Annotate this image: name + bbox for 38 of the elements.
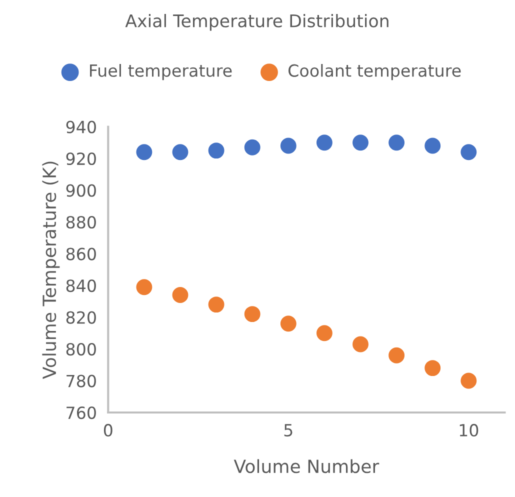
y-axis-title: Volume Temperature (K) <box>42 162 60 379</box>
y-tick-label: 820 <box>66 311 96 324</box>
x-tick-label: 5 <box>284 424 292 437</box>
chart-title: Axial Temperature Distribution <box>125 14 388 31</box>
point <box>136 144 152 160</box>
y-tick-label: 840 <box>66 279 96 292</box>
point <box>280 316 296 332</box>
x-axis-title: Volume Number <box>234 459 380 474</box>
point <box>460 144 477 160</box>
point <box>280 138 296 154</box>
y-tick-label: 940 <box>66 120 96 134</box>
legend-label: Coolant temperature <box>288 64 461 80</box>
y-tick-label: 800 <box>66 342 96 356</box>
point <box>208 142 224 159</box>
y-tick-label: 880 <box>66 216 96 229</box>
point <box>208 296 224 313</box>
y-tick-label: 900 <box>66 184 96 197</box>
point <box>460 372 477 389</box>
point <box>316 134 332 151</box>
point <box>424 360 441 376</box>
y-tick-label: 760 <box>66 406 96 420</box>
point <box>136 279 152 296</box>
y-tick-label: 860 <box>66 248 96 260</box>
y-tick-label: 780 <box>66 374 96 388</box>
point <box>316 325 332 342</box>
point <box>388 134 405 151</box>
point <box>388 347 405 364</box>
point <box>352 336 368 352</box>
point <box>244 139 260 156</box>
y-tick-label: 920 <box>66 152 96 166</box>
x-tick-label: 0 <box>104 424 112 437</box>
point <box>244 306 260 322</box>
x-tick-label: 10 <box>460 424 478 437</box>
point <box>424 138 441 154</box>
point <box>172 144 188 160</box>
point <box>352 134 368 151</box>
point <box>172 287 188 304</box>
legend-label: Fuel temperature <box>90 64 232 80</box>
